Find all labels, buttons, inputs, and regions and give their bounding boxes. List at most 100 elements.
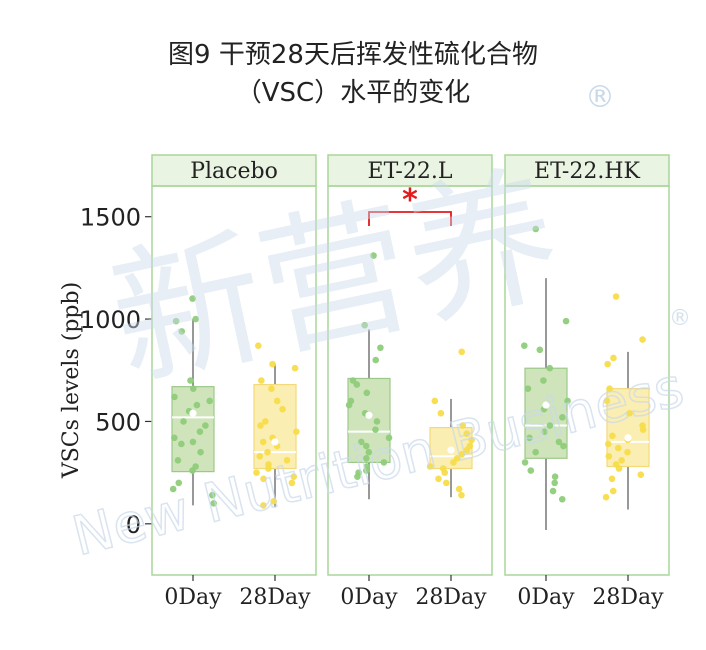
data-point <box>365 448 373 456</box>
data-point <box>197 448 204 456</box>
data-point <box>532 225 540 233</box>
data-point <box>171 434 178 442</box>
data-point <box>639 426 647 433</box>
data-point <box>169 485 177 493</box>
x-tick-label: 28Day <box>592 585 664 610</box>
y-tick-label: 0 <box>126 511 141 539</box>
data-point <box>463 446 471 454</box>
data-point <box>639 336 646 343</box>
data-point <box>377 344 384 352</box>
data-point <box>354 473 361 481</box>
data-point <box>372 426 379 433</box>
panel-title: ET-22.L <box>368 159 453 184</box>
data-point <box>363 389 371 397</box>
data-point <box>202 422 209 429</box>
data-point <box>206 397 213 405</box>
data-point <box>362 442 370 450</box>
data-point <box>459 422 467 429</box>
data-point <box>609 487 617 495</box>
data-point <box>562 317 570 325</box>
data-point <box>609 432 616 440</box>
data-point <box>606 385 613 392</box>
mean-marker <box>189 409 197 417</box>
data-point <box>256 452 264 460</box>
data-point <box>443 479 450 487</box>
data-point <box>605 452 613 460</box>
data-point <box>357 438 365 446</box>
x-tick-label: 0Day <box>517 585 575 610</box>
data-point <box>532 448 539 456</box>
data-point <box>527 467 535 474</box>
data-point <box>370 252 377 259</box>
data-point <box>458 348 465 356</box>
data-point <box>260 502 267 509</box>
data-point <box>260 475 267 483</box>
data-point <box>603 397 611 405</box>
data-point <box>604 440 612 448</box>
data-point <box>558 495 566 503</box>
y-axis-label: VSCs levels (ppb) <box>59 282 84 479</box>
panel-frame <box>151 185 317 576</box>
data-point <box>174 457 182 464</box>
panel-strip <box>504 154 670 187</box>
data-point <box>526 434 533 442</box>
data-point <box>564 397 571 405</box>
data-point <box>265 465 272 472</box>
x-tick-label: 0Day <box>340 585 398 610</box>
data-point <box>290 473 298 481</box>
data-point <box>178 328 186 335</box>
data-point <box>615 444 622 452</box>
panel-title: Placebo <box>190 159 278 184</box>
data-point <box>555 438 563 446</box>
data-point <box>175 479 183 487</box>
data-point <box>257 422 264 429</box>
data-point <box>255 342 262 349</box>
title-line-2: （VSC）水平的变化 <box>235 78 471 108</box>
data-point <box>363 455 370 462</box>
data-point <box>458 450 466 458</box>
data-point <box>372 356 380 364</box>
data-point <box>270 497 278 505</box>
data-point <box>380 459 388 466</box>
x-tick-label: 28Day <box>239 585 311 610</box>
data-point <box>189 295 196 302</box>
data-point <box>268 385 275 392</box>
data-point <box>210 500 217 507</box>
data-point <box>615 465 623 472</box>
data-point <box>291 364 299 372</box>
data-point <box>540 377 547 384</box>
chart-title: 图9 干预28天后挥发性硫化合物 （VSC）水平的变化 <box>0 36 706 112</box>
data-point <box>549 487 557 495</box>
data-point <box>193 401 201 409</box>
data-point <box>463 430 471 438</box>
data-point <box>189 438 197 446</box>
data-point <box>253 469 260 476</box>
data-point <box>521 342 528 349</box>
data-point <box>172 317 180 325</box>
data-point <box>293 428 300 435</box>
data-point <box>258 377 265 384</box>
data-point <box>269 360 276 368</box>
title-line-1: 图9 干预28天后挥发性硫化合物 <box>168 40 538 70</box>
x-tick-label: 0Day <box>164 585 222 610</box>
data-point <box>626 409 633 417</box>
y-tick-label: 1000 <box>80 306 141 334</box>
mean-marker <box>365 411 373 419</box>
data-point <box>264 448 271 456</box>
data-point <box>524 385 532 392</box>
data-point <box>624 448 631 456</box>
data-point <box>437 409 445 417</box>
data-point <box>180 418 187 425</box>
data-point <box>604 360 611 368</box>
data-point <box>450 459 457 466</box>
data-point <box>426 463 434 470</box>
data-point <box>610 354 617 362</box>
data-point <box>455 485 463 493</box>
data-point <box>361 321 368 329</box>
x-tick-label: 28Day <box>415 585 487 610</box>
significance-bracket <box>368 211 452 226</box>
significance-label: * <box>402 183 418 218</box>
data-point <box>541 428 548 435</box>
data-point <box>385 434 393 442</box>
y-tick-label: 500 <box>95 408 141 436</box>
